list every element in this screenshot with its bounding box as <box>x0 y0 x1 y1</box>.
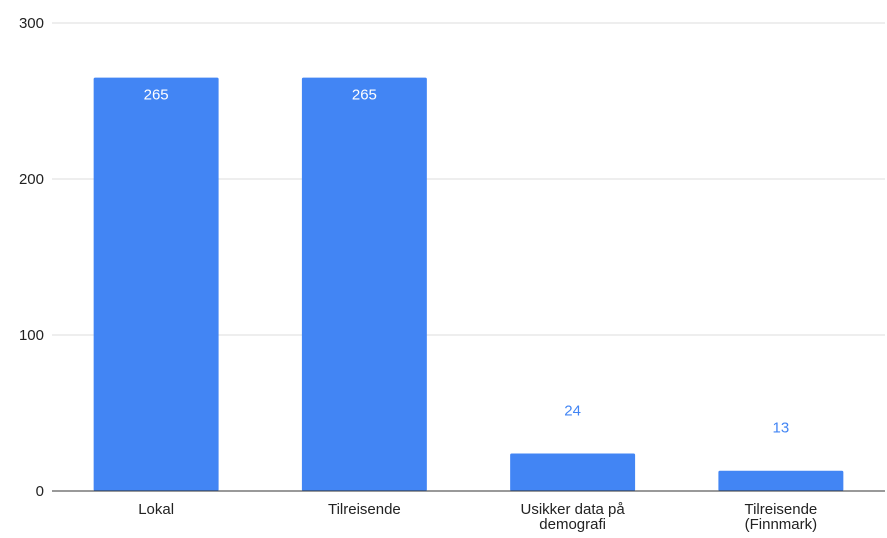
x-category-label-line: (Finnmark) <box>745 516 818 533</box>
data-label: 265 <box>144 87 169 104</box>
x-axis-labels: Lokal Tilreisende Usikker data på demografi… <box>138 501 817 533</box>
y-tick-label: 0 <box>36 483 44 500</box>
bar <box>302 78 427 491</box>
x-category-label: Tilreisende <box>328 501 401 518</box>
data-label: 13 <box>773 420 790 437</box>
x-category-label: Tilreisende (Finnmark) <box>744 501 817 533</box>
x-category-label-line: Lokal <box>138 501 174 518</box>
data-labels: 265 265 24 13 <box>144 87 790 437</box>
y-tick-label: 100 <box>19 327 44 344</box>
x-category-label-line: Tilreisende <box>328 501 401 518</box>
data-label: 265 <box>352 87 377 104</box>
x-category-label: Usikker data på demografi <box>521 501 626 533</box>
x-category-label: Lokal <box>138 501 174 518</box>
y-tick-label: 300 <box>19 15 44 32</box>
bar <box>94 78 219 491</box>
bar <box>510 454 635 491</box>
y-axis-ticks: 0 100 200 300 <box>19 15 44 500</box>
data-label: 24 <box>564 403 581 420</box>
bar <box>718 471 843 491</box>
bars <box>94 78 844 491</box>
x-category-label-line: demografi <box>539 516 606 533</box>
y-tick-label: 200 <box>19 171 44 188</box>
